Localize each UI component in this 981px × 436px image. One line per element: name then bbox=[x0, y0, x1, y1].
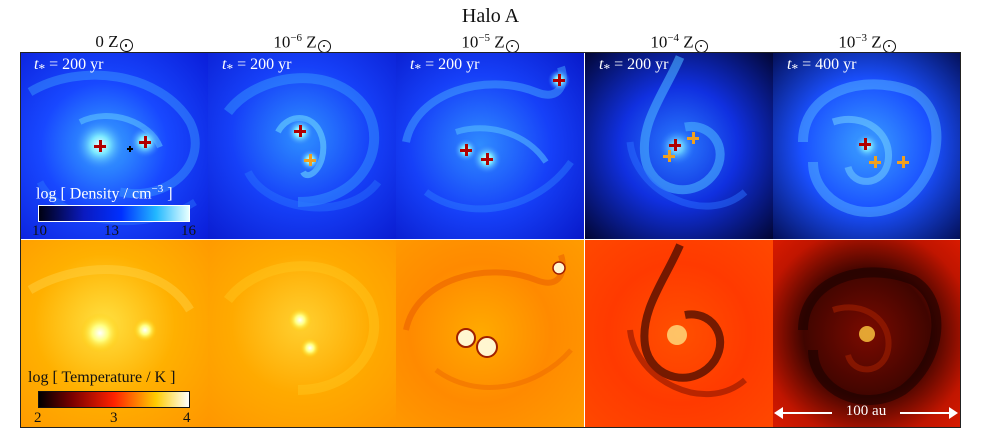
temperature-panel-1 bbox=[208, 240, 396, 427]
time-label: t* = 400 yr bbox=[787, 56, 857, 77]
sink-particle-marker bbox=[669, 139, 681, 151]
scale-bar-label: 100 au bbox=[845, 403, 887, 419]
solar-symbol-icon bbox=[317, 39, 331, 53]
density-panel-4: t* = 400 yr bbox=[773, 52, 961, 239]
sink-particle-marker bbox=[294, 125, 306, 137]
solar-symbol-icon bbox=[119, 39, 133, 52]
density-tick: 10 bbox=[32, 223, 47, 239]
time-label: t* = 200 yr bbox=[34, 56, 104, 77]
left-arrow-icon bbox=[774, 407, 783, 419]
right-arrow-icon bbox=[949, 407, 958, 419]
sink-particle-marker bbox=[481, 153, 493, 165]
density-tick: 16 bbox=[181, 223, 196, 239]
sink-particle-marker bbox=[460, 144, 472, 156]
density-tick: 13 bbox=[104, 223, 119, 239]
density-panel-3: t* = 200 yr bbox=[585, 52, 773, 239]
density-panel-1: t* = 200 yr bbox=[208, 52, 396, 239]
temperature-panel-4 bbox=[773, 240, 961, 427]
sink-particle-marker bbox=[94, 140, 106, 152]
temperature-tick: 4 bbox=[183, 410, 191, 426]
solar-symbol-icon bbox=[694, 39, 708, 53]
solar-symbol-icon bbox=[882, 39, 896, 53]
scale-bar: 100 au bbox=[772, 402, 960, 424]
density-panel-2: t* = 200 yr bbox=[396, 52, 584, 239]
temperature-panel-2 bbox=[396, 240, 584, 427]
column-label-3: 10−4 Z bbox=[585, 32, 773, 53]
temperature-panel-3 bbox=[585, 240, 773, 427]
sink-particle-marker bbox=[304, 154, 316, 166]
sink-particle-marker bbox=[139, 136, 151, 148]
sink-particle-marker bbox=[859, 138, 871, 150]
figure-title: Halo A bbox=[461, 5, 520, 27]
sink-particle-marker bbox=[687, 132, 699, 144]
sink-particle-marker bbox=[869, 156, 881, 168]
column-label-4: 10−3 Z bbox=[773, 32, 961, 53]
density-colorbar-label: log [ Density / cm−3 ] bbox=[36, 183, 173, 203]
sink-particle-marker bbox=[553, 74, 565, 86]
temperature-colorbar bbox=[38, 391, 190, 408]
column-label-2: 10−5 Z bbox=[396, 32, 584, 53]
sink-particle-marker bbox=[897, 156, 909, 168]
time-label: t* = 200 yr bbox=[222, 56, 292, 77]
column-label-1: 10−6 Z bbox=[208, 32, 396, 53]
temperature-colorbar-label: log [ Temperature / K ] bbox=[28, 369, 176, 386]
scale-line bbox=[780, 412, 832, 414]
sink-particle-marker bbox=[127, 146, 133, 152]
column-label-0: 0 Z bbox=[20, 32, 208, 52]
solar-symbol-icon bbox=[505, 39, 519, 53]
density-colorbar bbox=[38, 205, 190, 222]
scale-line bbox=[900, 412, 952, 414]
temperature-tick: 3 bbox=[110, 410, 118, 426]
sink-particle-marker bbox=[663, 150, 675, 162]
time-label: t* = 200 yr bbox=[599, 56, 669, 77]
time-label: t* = 200 yr bbox=[410, 56, 480, 77]
temperature-tick: 2 bbox=[34, 410, 42, 426]
